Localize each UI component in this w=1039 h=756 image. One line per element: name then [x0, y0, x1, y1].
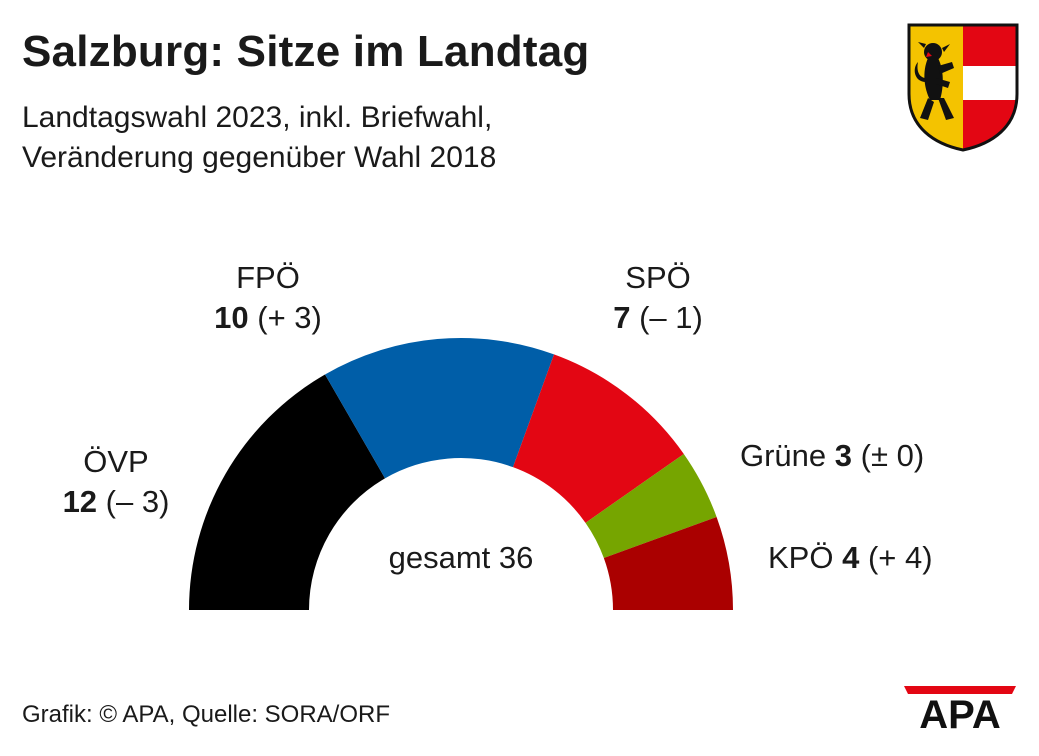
subtitle-line-2: Veränderung gegenüber Wahl 2018 — [22, 141, 497, 174]
label-kpoe-name: KPÖ — [768, 540, 834, 575]
apa-logo-text: APA — [919, 693, 1000, 730]
label-gruene-name: Grüne — [740, 438, 827, 473]
label-fpoe-seats: 10 — [214, 300, 249, 335]
label-oevp: ÖVP 12 (– 3) — [52, 442, 180, 522]
label-gruene-change: (± 0) — [860, 438, 925, 473]
label-oevp-seats: 12 — [62, 484, 98, 519]
segment-fpoe — [325, 337, 555, 479]
salzburg-coat-of-arms-icon — [907, 23, 1019, 152]
label-spoe: SPÖ 7 (– 1) — [598, 258, 718, 338]
label-spoe-change: (– 1) — [639, 300, 703, 335]
apa-logo: APA — [904, 686, 1016, 730]
label-kpoe-seats: 4 — [842, 540, 860, 575]
label-gruene-seats: 3 — [834, 438, 853, 473]
source-footer: Grafik: © APA, Quelle: SORA/ORF — [22, 701, 391, 728]
label-kpoe: KPÖ 4 (+ 4) — [768, 538, 933, 578]
label-kpoe-change: (+ 4) — [867, 540, 933, 575]
segment-gruene — [585, 453, 717, 559]
segment-oevp — [189, 374, 385, 610]
label-spoe-name: SPÖ — [625, 260, 691, 295]
total-seats-label: gesamt 36 — [388, 540, 534, 575]
label-oevp-name: ÖVP — [83, 444, 149, 479]
label-fpoe: FPÖ 10 (+ 3) — [198, 258, 338, 338]
label-spoe-seats: 7 — [613, 300, 631, 335]
segment-kpoe — [603, 516, 733, 610]
subtitle-line-1: Landtagswahl 2023, inkl. Briefwahl, — [22, 101, 493, 134]
label-gruene: Grüne 3 (± 0) — [740, 436, 924, 476]
chart-subtitle: Landtagswahl 2023, inkl. Briefwahl, Verä… — [22, 98, 496, 178]
chart-segments — [189, 337, 733, 610]
apa-logo-accent — [904, 686, 1016, 694]
label-fpoe-change: (+ 3) — [257, 300, 322, 335]
chart-title: Salzburg: Sitze im Landtag — [22, 27, 590, 76]
label-oevp-change: (– 3) — [105, 484, 170, 519]
segment-spoe — [512, 354, 684, 523]
label-fpoe-name: FPÖ — [236, 260, 300, 295]
